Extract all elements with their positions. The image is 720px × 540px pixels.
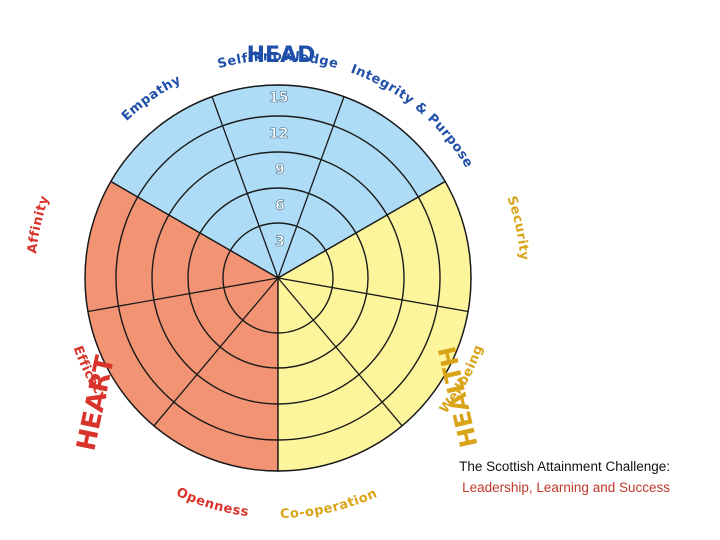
segment-spoke	[153, 277, 279, 427]
scale-label-12: 12	[269, 126, 288, 142]
svg-text:Affinity: Affinity	[25, 194, 52, 255]
segment-spoke	[277, 180, 446, 279]
segment-label-security: Security	[504, 194, 531, 261]
caption: The Scottish Attainment Challenge: Leade…	[459, 456, 670, 498]
segment-spoke	[110, 180, 279, 279]
head-title: HEAD	[247, 43, 316, 68]
segment-label-openness: Openness	[174, 485, 249, 520]
scale-label-9: 9	[275, 162, 285, 178]
segment-spoke	[277, 96, 345, 279]
scale-label-3: 3	[275, 234, 285, 250]
segment-spoke	[211, 96, 279, 279]
segment-spokes	[87, 96, 469, 471]
segment-spoke	[87, 277, 279, 313]
caption-subtitle: Leadership, Learning and Success	[462, 480, 670, 495]
svg-text:Security: Security	[504, 194, 532, 261]
segment-label-co-operation: Co-operation	[280, 486, 379, 522]
svg-text:Co-operation: Co-operation	[280, 486, 380, 522]
svg-text:Openness: Openness	[174, 485, 250, 520]
segment-label-self-knowledge: Self-knowledge	[216, 49, 340, 72]
scale-label-6: 6	[275, 198, 285, 214]
svg-text:Self-knowledge: Self-knowledge	[216, 49, 340, 72]
scale-labels: 3 6 9 12 15	[269, 90, 289, 251]
caption-title: The Scottish Attainment Challenge:	[459, 459, 670, 474]
scale-label-15: 15	[269, 90, 288, 106]
segment-label-affinity: Affinity	[25, 194, 52, 255]
segment-spoke	[277, 277, 403, 427]
segment-spoke	[277, 277, 469, 313]
